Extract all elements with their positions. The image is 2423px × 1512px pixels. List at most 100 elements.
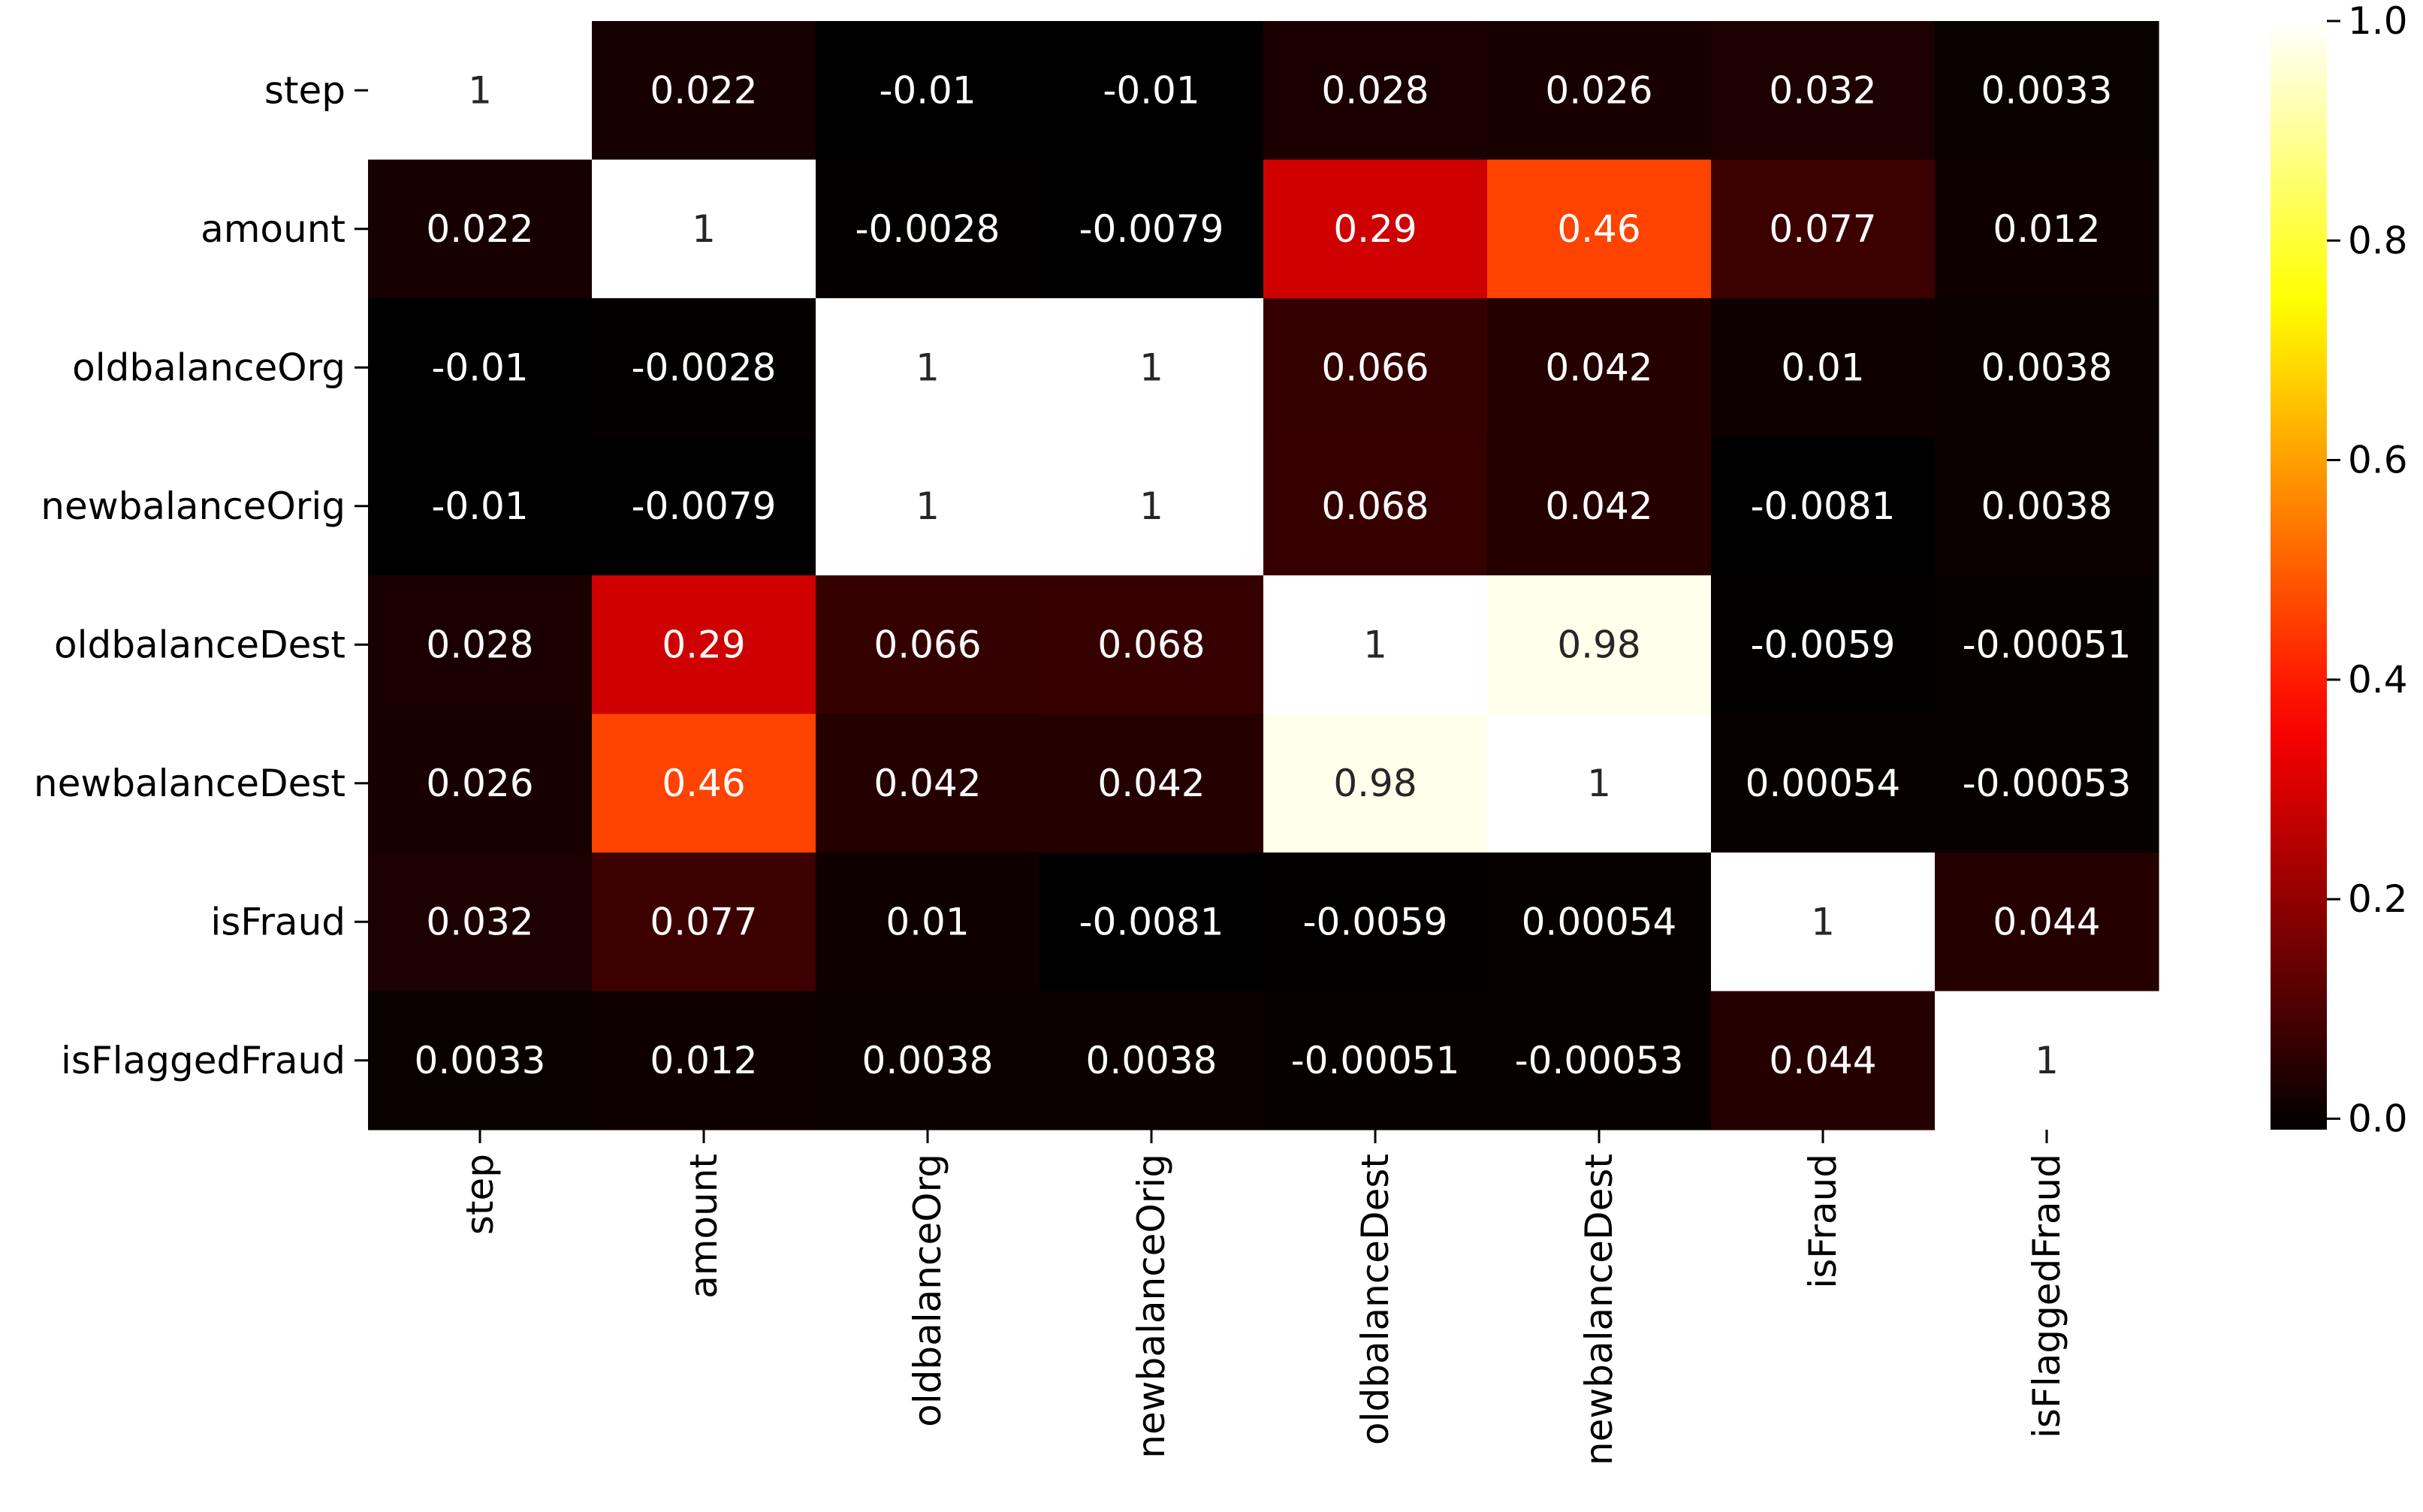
heatmap-cell xyxy=(1935,298,2159,438)
heatmap-cell xyxy=(592,991,816,1130)
cell-annotation: 0.042 xyxy=(1545,346,1652,389)
heatmap-cell xyxy=(1487,436,1712,576)
cell-annotation: 1 xyxy=(692,207,716,251)
heatmap-cell xyxy=(592,714,816,853)
heatmap-cell xyxy=(816,991,1040,1130)
y-tick-label: isFlaggedFraud xyxy=(61,1039,345,1082)
heatmap-cell xyxy=(1935,853,2159,992)
heatmap-cell xyxy=(1711,575,1936,715)
colorbar-tick-label: 0.6 xyxy=(2348,439,2408,482)
cell-annotation: 0.0033 xyxy=(415,1039,546,1082)
colorbar-tick-label: 0.4 xyxy=(2348,658,2408,702)
heatmap-cell xyxy=(816,159,1040,299)
cell-annotation: 1 xyxy=(916,484,940,528)
colorbar-tick-label: 0.8 xyxy=(2348,219,2408,262)
y-tick-label: newbalanceOrig xyxy=(41,484,345,528)
cell-annotation: 0.032 xyxy=(1769,68,1876,112)
cell-annotation: 0.0038 xyxy=(1981,484,2113,528)
cell-annotation: 0.46 xyxy=(662,762,745,805)
heatmap-cell xyxy=(816,21,1040,161)
heatmap-cell xyxy=(1040,298,1264,438)
colorbar-tick-label: 0.0 xyxy=(2348,1097,2408,1140)
cell-annotation: -0.0079 xyxy=(632,484,777,528)
cell-annotation: -0.0028 xyxy=(632,346,777,389)
heatmap-cell xyxy=(1711,159,1936,299)
heatmap-cell xyxy=(1711,714,1936,853)
heatmap-cell xyxy=(816,575,1040,715)
heatmap-cell xyxy=(816,714,1040,853)
cell-annotation: 0.042 xyxy=(874,762,981,805)
cell-annotation: -0.0028 xyxy=(855,207,1000,251)
cell-annotation: 0.066 xyxy=(874,623,981,666)
cell-annotation: 0.98 xyxy=(1333,762,1417,805)
cell-annotation: 0.29 xyxy=(1333,207,1417,251)
y-axis: step amount oldbalanceOrg newbalanceOrig old… xyxy=(34,68,368,1082)
cell-annotation: -0.0079 xyxy=(1079,207,1224,251)
heatmap-cell xyxy=(1711,853,1936,992)
x-tick-label: newbalanceOrig xyxy=(1130,1154,1173,1459)
heatmap-cell xyxy=(1487,298,1712,438)
cell-annotation: 0.068 xyxy=(1321,484,1429,528)
heatmap-cell xyxy=(592,853,816,992)
cell-annotation: 0.028 xyxy=(1321,68,1429,112)
colorbar-tick-label: 0.2 xyxy=(2348,877,2408,921)
heatmap-cell xyxy=(368,991,593,1130)
heatmap-cell xyxy=(368,21,593,161)
heatmap-cell xyxy=(1935,21,2159,161)
cell-annotation: 0.98 xyxy=(1557,623,1640,666)
cell-annotation: 0.077 xyxy=(1769,207,1876,251)
cell-annotation: 0.012 xyxy=(650,1039,757,1082)
cell-annotation: 0.077 xyxy=(650,900,757,943)
y-tick-label: amount xyxy=(201,207,345,251)
cell-annotation: 0.0038 xyxy=(1086,1039,1218,1082)
cell-annotation: 1 xyxy=(1811,900,1835,943)
heatmap-cell xyxy=(368,436,593,576)
colorbar-tick-label: 1.0 xyxy=(2348,0,2408,43)
cell-annotation: -0.0081 xyxy=(1079,900,1224,943)
cell-annotation: 0.042 xyxy=(1545,484,1652,528)
cell-annotation: -0.01 xyxy=(431,346,528,389)
x-axis: step amount oldbalanceOrg newbalanceOrig old… xyxy=(458,1130,2068,1465)
heatmap-cell xyxy=(816,298,1040,438)
heatmap-cell xyxy=(1263,991,1488,1130)
heatmap-cell xyxy=(1487,853,1712,992)
heatmap-cell xyxy=(1935,575,2159,715)
cell-annotation: 0.01 xyxy=(886,900,969,943)
heatmap-cell xyxy=(1935,436,2159,576)
heatmap-cell xyxy=(1935,991,2159,1130)
heatmap-cell xyxy=(816,853,1040,992)
cell-annotation: -0.00051 xyxy=(1291,1039,1460,1082)
heatmap-cell xyxy=(1487,575,1712,715)
heatmap-cell xyxy=(1040,21,1264,161)
heatmap-cell xyxy=(1040,853,1264,992)
cell-annotation: -0.01 xyxy=(1103,68,1199,112)
heatmap-cell xyxy=(1263,159,1488,299)
cell-annotation: 0.042 xyxy=(1097,762,1205,805)
heatmap-cell xyxy=(1263,714,1488,853)
heatmap-cell xyxy=(368,298,593,438)
x-tick-label: oldbalanceOrg xyxy=(906,1154,949,1427)
x-tick-label: amount xyxy=(682,1154,726,1299)
heatmap-cell xyxy=(368,714,593,853)
heatmap-cell xyxy=(1711,436,1936,576)
heatmap-cell xyxy=(1487,991,1712,1130)
heatmap-cell xyxy=(1040,714,1264,853)
cell-annotation: -0.00053 xyxy=(1515,1039,1684,1082)
y-tick-label: newbalanceDest xyxy=(34,762,345,805)
cell-annotation: 0.066 xyxy=(1321,346,1429,389)
heatmap-cell xyxy=(1711,298,1936,438)
cell-annotation: 0.028 xyxy=(426,623,533,666)
x-tick-label: newbalanceDest xyxy=(1577,1154,1621,1465)
cell-annotation: 0.068 xyxy=(1097,623,1205,666)
heatmap-cell xyxy=(368,159,593,299)
heatmap-cell xyxy=(592,159,816,299)
cell-annotation: 1 xyxy=(1363,623,1387,666)
heatmap-cell xyxy=(368,853,593,992)
heatmap-cell xyxy=(1263,436,1488,576)
cell-annotation: -0.01 xyxy=(431,484,528,528)
heatmap-cell xyxy=(1040,575,1264,715)
cell-annotation: -0.00051 xyxy=(1963,623,2132,666)
cell-annotation: 0.46 xyxy=(1557,207,1640,251)
heatmap-cell xyxy=(1040,159,1264,299)
cell-annotation: 0.026 xyxy=(1545,68,1652,112)
